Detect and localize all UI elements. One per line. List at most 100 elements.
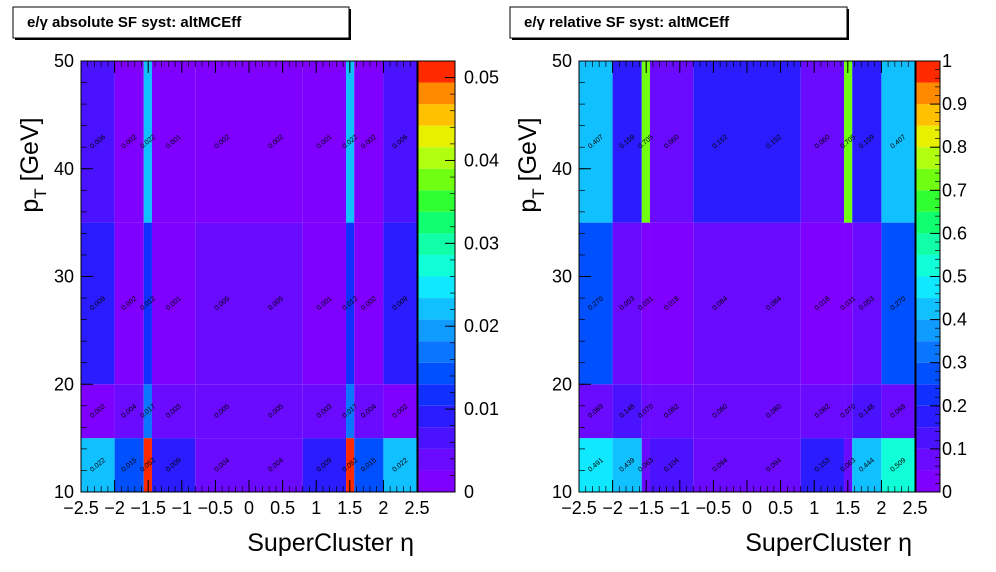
heatmap-cell-r3-c5 xyxy=(747,61,801,223)
z-tick-label: 1 xyxy=(942,51,952,71)
heatmap-cell-r3-c7 xyxy=(346,61,355,223)
heatmap-cell-r0-c2 xyxy=(641,438,650,492)
heatmap-cell-r3-c1 xyxy=(114,61,144,223)
heatmap-cell-r0-c5 xyxy=(249,438,303,492)
palette-band xyxy=(916,405,940,428)
chart-panel-1: 0.022 0.015 0.052 0.009 0.004 0.004 0.009 0.052… xyxy=(12,6,499,557)
x-tick-label: −1 xyxy=(172,498,193,518)
y-tick-label: 50 xyxy=(552,51,572,71)
z-tick-label: 0.05 xyxy=(464,68,499,88)
heatmap-cell-r3-c8 xyxy=(852,61,882,223)
heatmap-cell-r2-c7 xyxy=(346,222,355,385)
heatmap-cell-r3-c3 xyxy=(151,61,196,223)
heatmap-cell-r2-c4 xyxy=(693,222,747,385)
heatmap-cell-r1-c8 xyxy=(852,384,882,439)
y-tick-label: 10 xyxy=(54,482,74,502)
heatmap-cell-r3-c9 xyxy=(383,61,417,223)
palette-band xyxy=(916,341,940,363)
heatmap-cell-r0-c8 xyxy=(354,438,384,492)
heatmap-cell-r1-c1 xyxy=(114,384,144,439)
heatmap-cell-r2-c8 xyxy=(354,222,384,385)
x-tick-label: −1 xyxy=(670,498,691,518)
palette-band xyxy=(418,384,455,406)
heatmap-cell-r0-c2 xyxy=(143,438,152,492)
palette-band xyxy=(916,362,940,385)
z-tick-label: 0 xyxy=(942,482,952,502)
z-tick-label: 0.9 xyxy=(942,94,967,114)
heatmap-cell-r0-c4 xyxy=(195,438,249,492)
heatmap-cell-r1-c5 xyxy=(747,384,801,439)
palette-band xyxy=(916,168,940,191)
z-tick-label: 0.04 xyxy=(464,150,499,170)
x-axis-title: SuperCluster η xyxy=(247,529,414,557)
x-tick-label: −2 xyxy=(104,498,125,518)
heatmap-cell-r3-c6 xyxy=(800,61,845,223)
heatmap-cell-r3-c2 xyxy=(641,61,650,223)
heatmap-cell-r2-c1 xyxy=(612,222,642,385)
palette-band xyxy=(916,125,940,148)
y-axis-title: pT [GeV] xyxy=(16,117,50,212)
y-tick-label: 50 xyxy=(54,51,74,71)
palette-band xyxy=(418,61,455,83)
x-tick-label: 1.5 xyxy=(337,498,362,518)
heatmap-cell-r2-c1 xyxy=(114,222,144,385)
heatmap-cell-r2-c9 xyxy=(383,222,417,385)
heatmap-cell-r0-c0 xyxy=(579,438,613,492)
heatmap-cell-r1-c3 xyxy=(649,384,694,439)
palette-band xyxy=(418,147,455,169)
z-tick-label: 0.3 xyxy=(942,353,967,373)
palette-band xyxy=(916,254,940,277)
palette-band xyxy=(916,470,940,492)
z-tick-label: 0.03 xyxy=(464,233,499,253)
palette-band xyxy=(418,319,455,342)
heatmap-cell-r3-c3 xyxy=(649,61,694,223)
heatmap-cell-r0-c5 xyxy=(747,438,801,492)
x-tick-label: 2 xyxy=(378,498,388,518)
heatmap-cell-r3-c7 xyxy=(844,61,853,223)
x-tick-label: −2.5 xyxy=(63,498,99,518)
heatmap-cell-r2-c2 xyxy=(143,222,152,385)
heatmap-cell-r0-c9 xyxy=(383,438,417,492)
heatmap-cell-r1-c1 xyxy=(612,384,642,439)
palette-band xyxy=(418,427,455,449)
palette-band xyxy=(418,341,455,363)
palette-band xyxy=(418,362,455,385)
palette-band xyxy=(418,125,455,148)
heatmap-cell-r0-c6 xyxy=(302,438,347,492)
z-tick-label: 0.6 xyxy=(942,223,967,243)
heatmap-cell-r0-c6 xyxy=(800,438,845,492)
y-tick-label: 10 xyxy=(552,482,572,502)
heatmap-cell-r3-c1 xyxy=(612,61,642,223)
x-tick-label: −1.5 xyxy=(130,498,166,518)
heatmap-cell-r0-c0 xyxy=(81,438,115,492)
z-tick-label: 0.8 xyxy=(942,137,967,157)
heatmap-cell-r2-c6 xyxy=(800,222,845,385)
heatmap-cell-r3-c8 xyxy=(354,61,384,223)
heatmap-cell-r1-c2 xyxy=(641,384,650,439)
heatmap-cell-r1-c6 xyxy=(302,384,347,439)
heatmap-cell-r3-c9 xyxy=(881,61,915,223)
palette-band xyxy=(916,104,940,126)
title-box xyxy=(12,6,350,39)
palette-band xyxy=(418,168,455,191)
palette-band xyxy=(418,190,455,212)
heatmap-cell-r1-c3 xyxy=(151,384,196,439)
heatmap-cell-r0-c1 xyxy=(114,438,144,492)
palette-band xyxy=(418,233,455,255)
y-tick-label: 30 xyxy=(552,267,572,287)
heatmap-cell-r1-c7 xyxy=(844,384,853,439)
z-tick-label: 0.01 xyxy=(464,399,499,419)
heatmap-cell-r0-c3 xyxy=(151,438,196,492)
x-axis-title: SuperCluster η xyxy=(745,529,912,557)
heatmap-cell-r2-c4 xyxy=(195,222,249,385)
x-tick-label: 0 xyxy=(244,498,254,518)
palette-band xyxy=(916,233,940,255)
z-tick-label: 0.1 xyxy=(942,439,967,459)
heatmap-cell-r2-c3 xyxy=(649,222,694,385)
palette-band xyxy=(916,427,940,449)
heatmap-cell-r3-c0 xyxy=(579,61,613,223)
x-tick-label: 2.5 xyxy=(902,498,927,518)
palette-band xyxy=(916,448,940,471)
palette-band xyxy=(418,298,455,320)
